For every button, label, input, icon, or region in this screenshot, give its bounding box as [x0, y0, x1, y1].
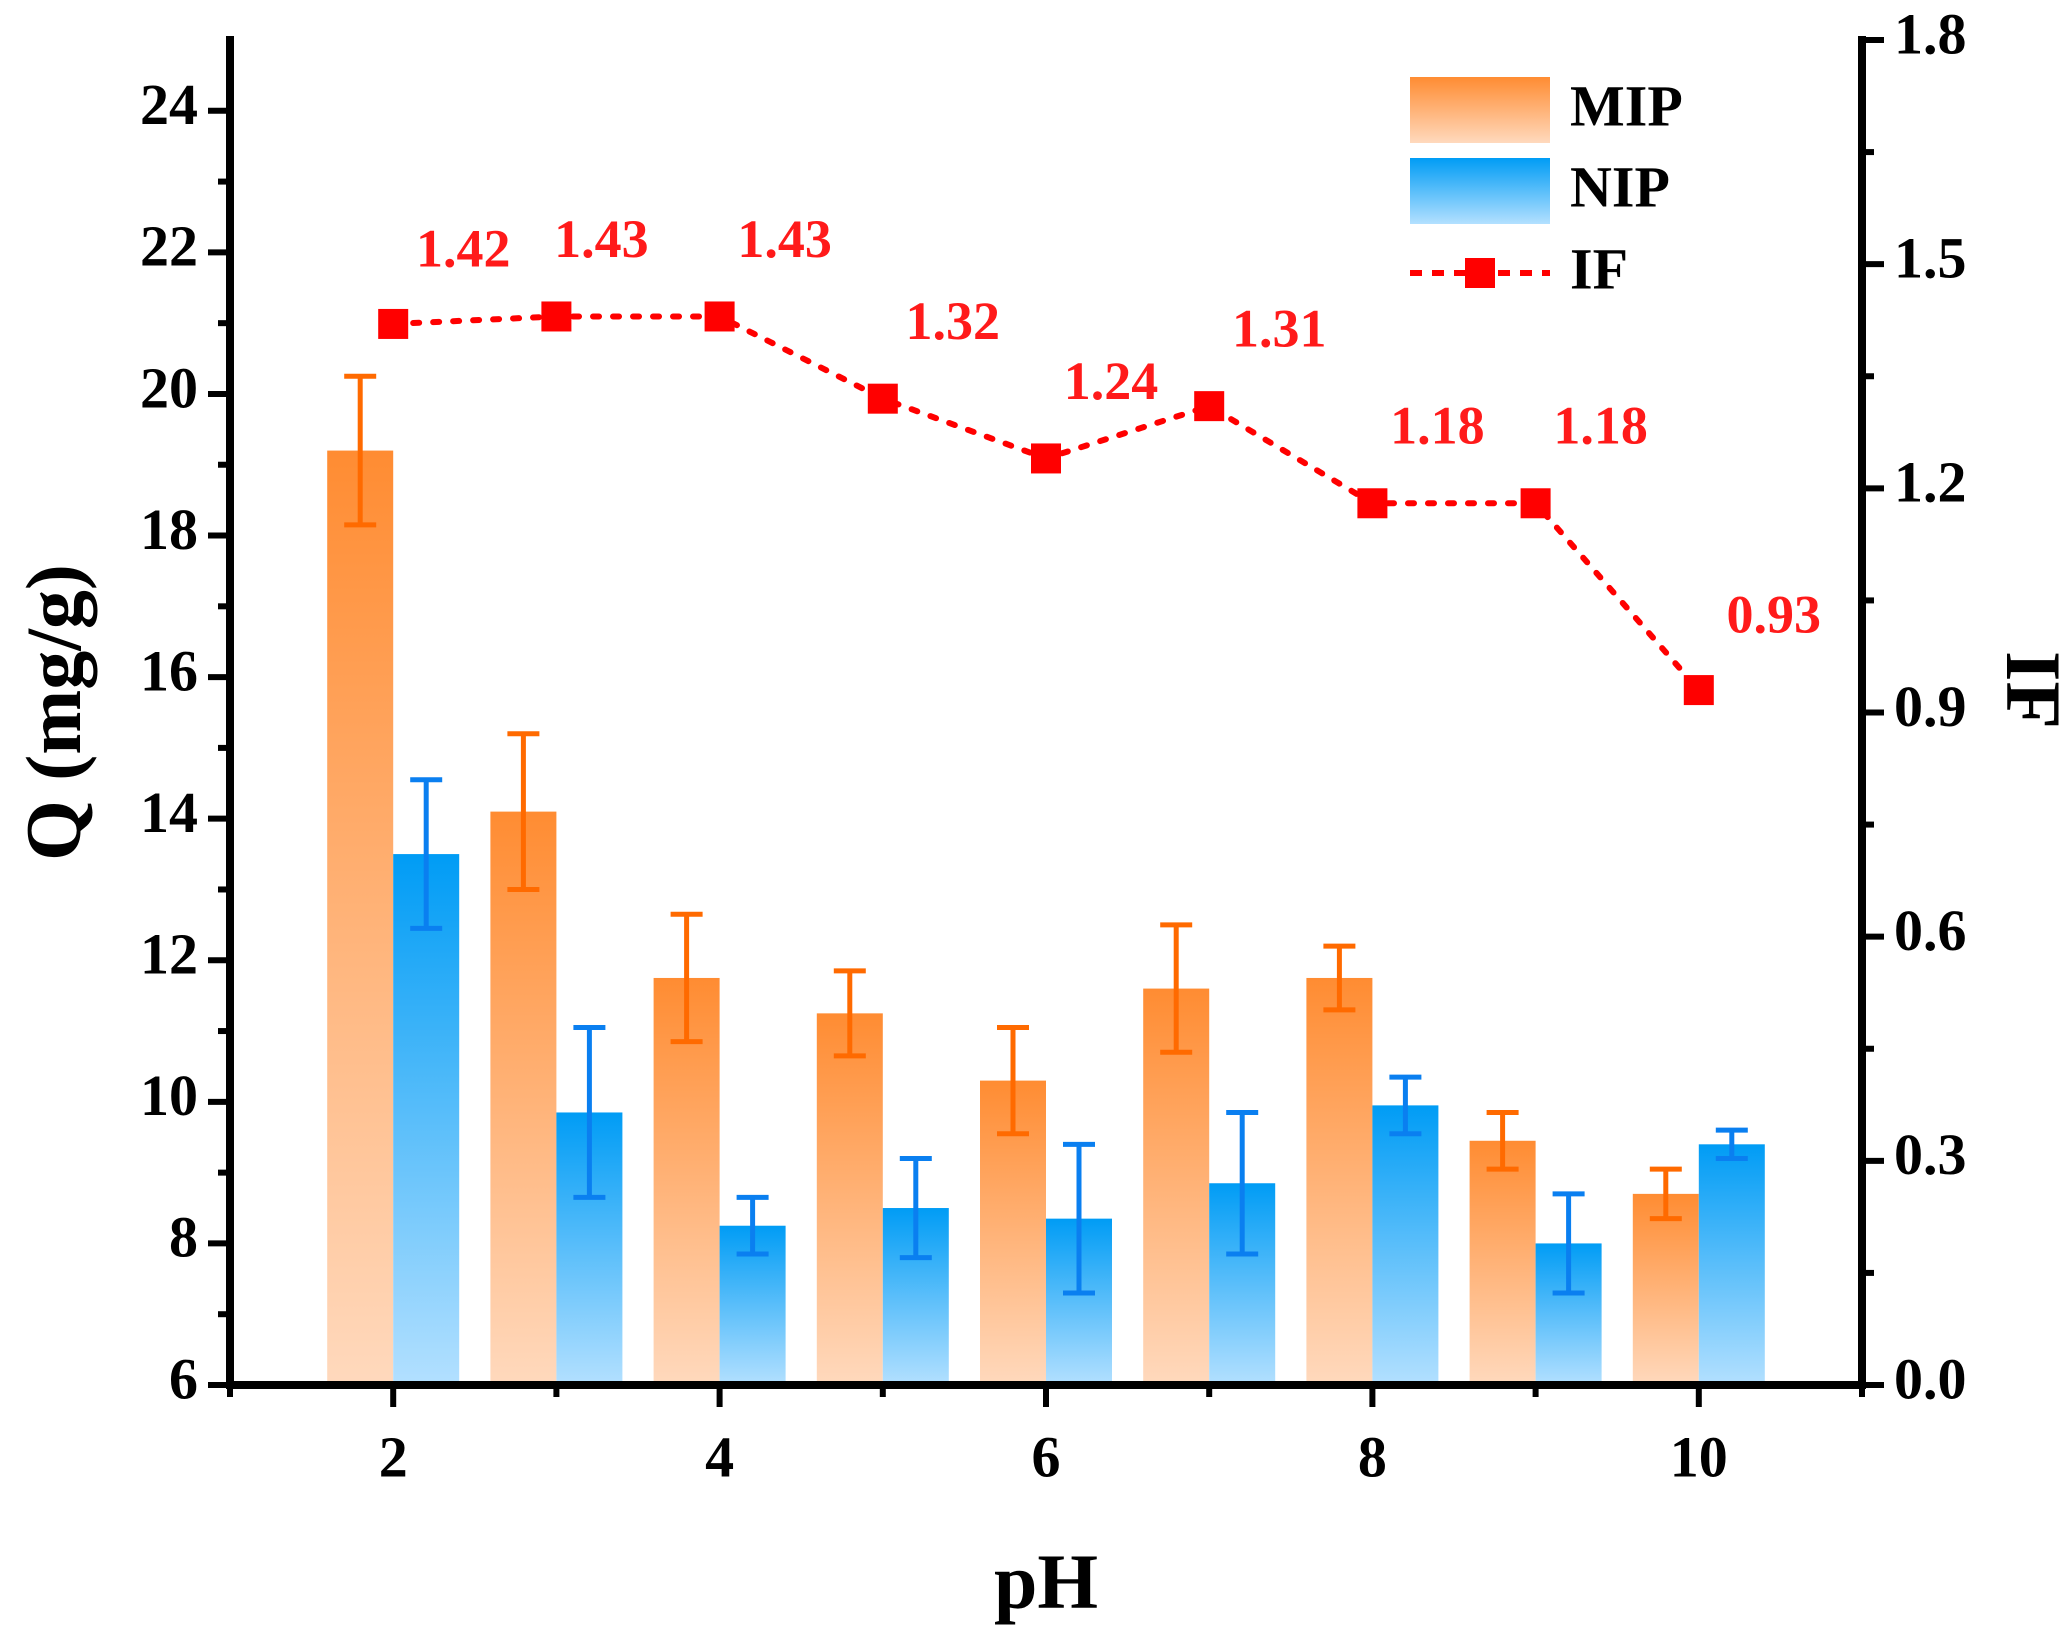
legend-label-mip: MIP	[1570, 73, 1683, 138]
legend-if-marker	[1465, 258, 1495, 288]
y-tick-label: 22	[140, 214, 198, 279]
nip-bar	[1698, 1144, 1765, 1385]
if-point	[704, 301, 735, 332]
legend-nip-swatch	[1410, 158, 1550, 224]
if-point	[1357, 488, 1388, 519]
x-tick-label: 10	[1670, 1424, 1728, 1489]
error-bars-layer	[344, 373, 1748, 1296]
legend-mip-swatch	[1410, 77, 1550, 143]
y2-tick-label: 1.2	[1894, 450, 1967, 515]
y-tick-label: 16	[140, 638, 198, 703]
if-data-label: 1.18	[1553, 396, 1648, 456]
if-data-label: 1.18	[1390, 396, 1485, 456]
if-point	[867, 383, 898, 414]
y2-axis-title: IF	[1990, 651, 2059, 729]
y2-tick-label: 1.8	[1894, 1, 1967, 66]
axes-layer	[208, 36, 1884, 1407]
if-data-label: 1.43	[554, 209, 649, 269]
y2-tick-label: 0.6	[1894, 898, 1967, 963]
if-point	[378, 308, 409, 339]
mip-bar	[1306, 977, 1373, 1385]
y2-tick-label: 0.9	[1894, 674, 1967, 739]
if-point	[1520, 488, 1551, 519]
nip-bar	[393, 854, 460, 1385]
y-tick-label: 24	[140, 72, 198, 137]
y-tick-label: 18	[140, 497, 198, 562]
y-tick-label: 12	[140, 922, 198, 987]
if-line	[390, 313, 1702, 694]
x-tick-label: 4	[705, 1424, 734, 1489]
labels-layer: 1.42 1.43 1.431.321.241.311.18 1.180.936810…	[10, 1, 2059, 1625]
mip-bar	[653, 977, 720, 1385]
mip-bar	[1469, 1140, 1536, 1385]
mip-bar	[490, 811, 557, 1385]
y2-tick-label: 0.3	[1894, 1122, 1967, 1187]
y-axis-title: Q (mg/g)	[10, 564, 97, 861]
if-point	[1683, 675, 1714, 706]
if-data-label: 1.43	[737, 209, 832, 269]
if-line-layer	[378, 301, 1714, 706]
legend-label-if: IF	[1570, 236, 1628, 301]
y-tick-label: 10	[140, 1063, 198, 1128]
mip-bar	[327, 450, 394, 1385]
mip-bar	[816, 1013, 883, 1385]
if-data-label: 1.31	[1232, 299, 1327, 359]
y-tick-label: 14	[140, 780, 198, 845]
if-data-label: 1.42	[416, 218, 511, 278]
y-tick-label: 20	[140, 355, 198, 420]
x-tick-label: 6	[1032, 1424, 1061, 1489]
if-data-label: 1.32	[906, 291, 1001, 351]
x-tick-label: 8	[1358, 1424, 1387, 1489]
y2-tick-label: 1.5	[1894, 225, 1967, 290]
if-data-label: 1.24	[1064, 351, 1159, 411]
nip-bar	[1372, 1105, 1439, 1385]
x-axis-title: pH	[994, 1538, 1098, 1625]
if-point	[1194, 391, 1225, 422]
if-point	[541, 301, 572, 332]
y-tick-label: 6	[169, 1346, 198, 1411]
bars-layer	[327, 450, 1765, 1385]
if-data-label: 0.93	[1727, 584, 1822, 644]
legend: MIP NIP IF	[1410, 73, 1683, 301]
mip-bar	[1632, 1193, 1699, 1385]
x-tick-label: 2	[379, 1424, 408, 1489]
if-point	[1031, 443, 1061, 474]
legend-label-nip: NIP	[1570, 154, 1670, 219]
y2-tick-label: 0.0	[1894, 1346, 1967, 1411]
y-tick-label: 8	[169, 1205, 198, 1270]
